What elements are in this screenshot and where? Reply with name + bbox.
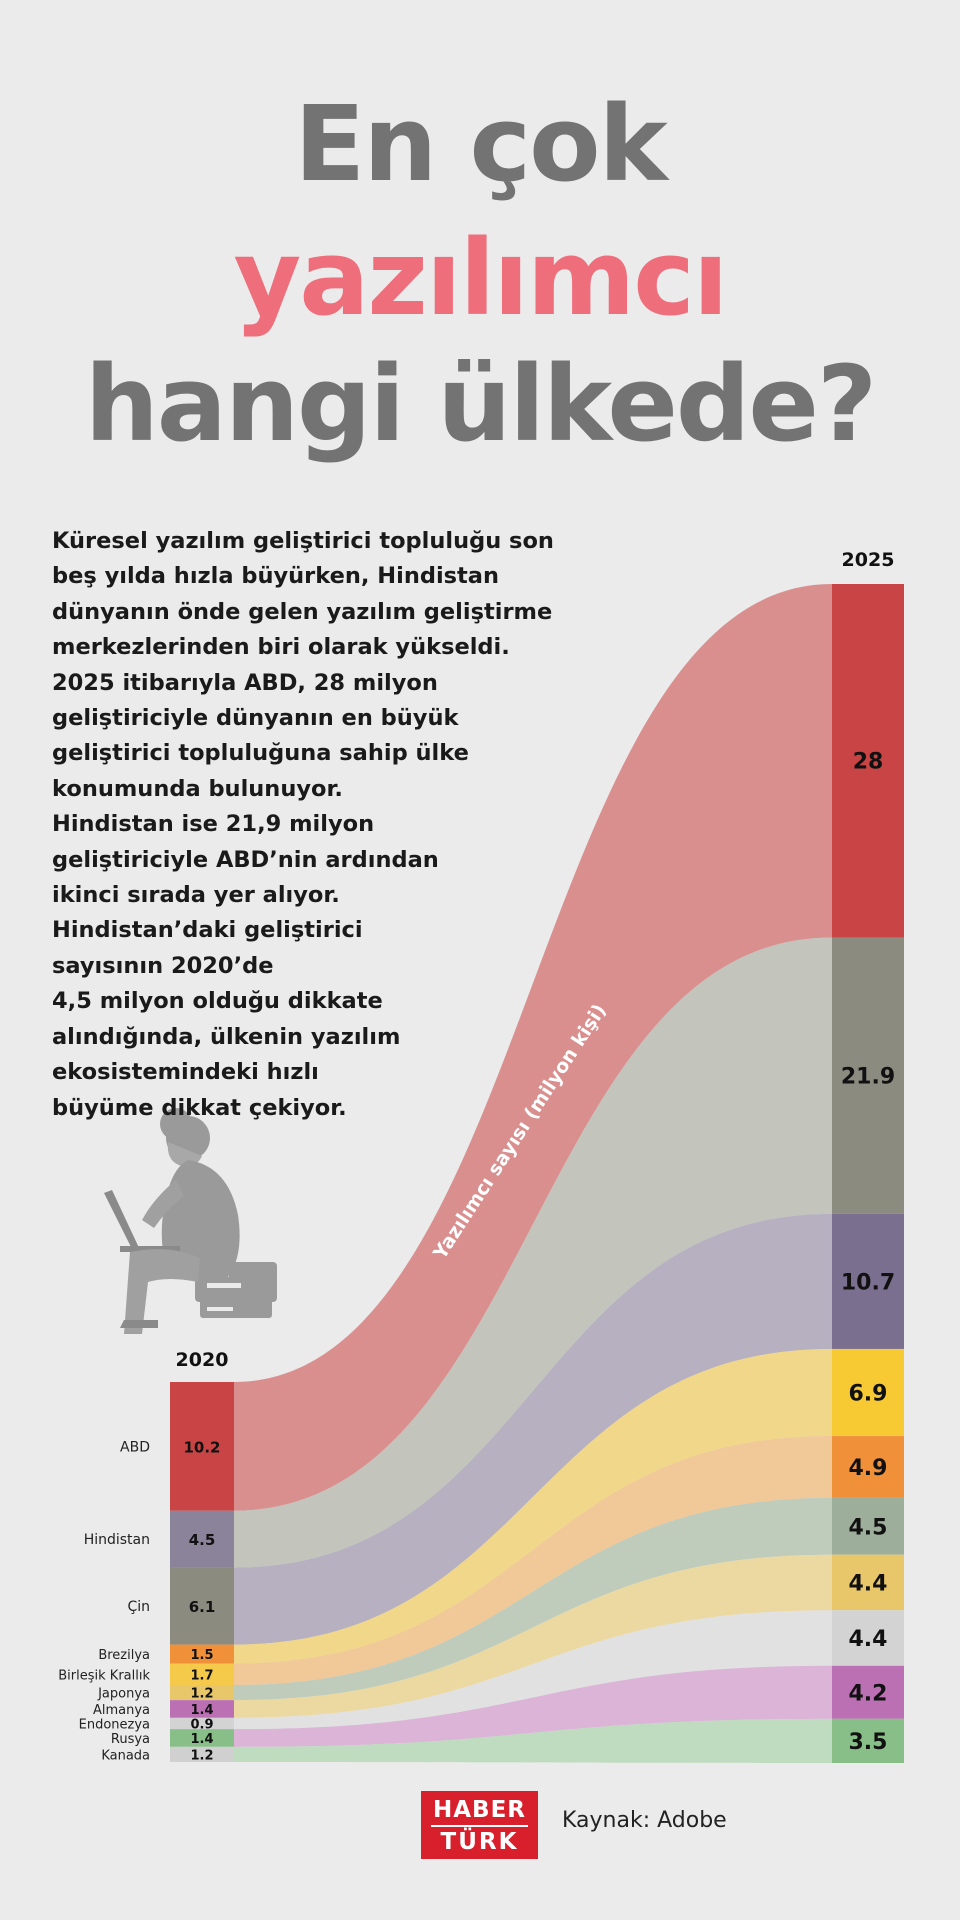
left-bar [170, 1717, 234, 1730]
flow-4 [234, 1436, 832, 1685]
right-bar [832, 937, 904, 1214]
left-bar [170, 1644, 234, 1664]
right-bar [832, 1665, 904, 1719]
description-line: geliştiriciyle ABD’nin ardından [52, 846, 439, 873]
flow-6 [234, 1554, 832, 1718]
haberturk-logo: HABER TÜRK [421, 1791, 538, 1859]
description-line: geliştirici topluluğuna sahip ülke [52, 740, 469, 767]
description-line: sayısının 2020’de [52, 952, 274, 979]
flow-3 [234, 1348, 832, 1664]
description-line: merkezlerinden biri olarak yükseldi. [52, 634, 510, 661]
description-line: Hindistan ise 21,9 milyon [52, 811, 375, 838]
logo-line-1: HABER [432, 1797, 526, 1823]
country-label: Kanada [101, 1748, 150, 1763]
flow-1 [234, 937, 832, 1568]
left-value-label: 0.9 [190, 1717, 213, 1732]
right-bar [832, 1718, 904, 1763]
country-label: ABD [120, 1439, 150, 1455]
left-value-label: 1.4 [190, 1732, 213, 1747]
country-label: Endonezya [79, 1717, 150, 1732]
logo-separator [431, 1825, 528, 1827]
left-value-label: 10.2 [183, 1438, 220, 1456]
left-value-label: 1.2 [190, 1748, 213, 1763]
right-value-label: 4.4 [849, 1627, 888, 1652]
right-bar [832, 1436, 904, 1498]
title-line-2: yazılımcı [233, 217, 728, 339]
right-bar [832, 1348, 904, 1437]
right-value-label: 6.9 [849, 1382, 888, 1407]
right-bar [832, 584, 904, 938]
right-value-label: 3.5 [849, 1730, 888, 1755]
description-line: geliştiriciyle dünyanın en büyük [52, 705, 459, 732]
country-label: Almanya [93, 1703, 150, 1718]
right-value-label: 4.4 [849, 1571, 888, 1596]
left-bar [170, 1684, 234, 1701]
left-bar [170, 1567, 234, 1645]
left-bar [170, 1700, 234, 1718]
flow-8 [234, 1665, 832, 1747]
country-label: Rusya [111, 1732, 150, 1747]
description-line: 4,5 milyon olduğu dikkate [52, 988, 383, 1015]
year-right-label: 2025 [842, 549, 895, 571]
logo-line-2: TÜRK [440, 1829, 519, 1855]
right-bar [832, 1554, 904, 1611]
right-bar [832, 1610, 904, 1666]
description-line: ikinci sırada yer alıyor. [52, 882, 340, 909]
description-line: ekosistemindeki hızlı [52, 1059, 319, 1086]
description-line: alındığında, ülkenin yazılım [52, 1023, 401, 1050]
country-label: Japonya [97, 1687, 150, 1702]
description-text: Küresel yazılım geliştirici topluluğu so… [52, 524, 632, 1126]
description-line: Küresel yazılım geliştirici topluluğu so… [52, 528, 554, 554]
left-value-label: 1.4 [190, 1703, 213, 1718]
country-label: Brezilya [98, 1648, 150, 1663]
description-line: Hindistan’daki geliştirici [52, 917, 363, 944]
description-line: beş yılda hızla büyürken, Hindistan [52, 563, 500, 590]
right-bar [832, 1213, 904, 1349]
description-line: konumunda bulunuyor. [52, 775, 343, 802]
source-text: Kaynak: Adobe [562, 1808, 727, 1833]
person-with-laptop-icon [104, 1108, 277, 1334]
title-line-3: hangi ülkede? [84, 343, 877, 465]
left-bar [170, 1382, 234, 1511]
left-value-label: 4.5 [189, 1531, 216, 1549]
right-value-label: 4.2 [849, 1681, 888, 1706]
left-bar [170, 1729, 234, 1747]
description-line: 2025 itibarıyla ABD, 28 milyon [52, 669, 438, 696]
left-bar [170, 1663, 234, 1685]
country-label: Çin [127, 1599, 150, 1615]
left-value-label: 1.7 [190, 1668, 213, 1683]
right-bar [832, 1497, 904, 1555]
flow-5 [234, 1497, 832, 1701]
flow-2 [234, 1213, 832, 1645]
left-value-label: 1.2 [190, 1687, 213, 1702]
country-label: Birleşik Krallık [58, 1668, 150, 1683]
year-left-label: 2020 [176, 1349, 229, 1371]
flow-9 [234, 1718, 832, 1763]
title-line-1: En çok [294, 83, 668, 205]
right-value-label: 21.9 [841, 1065, 895, 1090]
right-value-label: 4.5 [849, 1515, 888, 1540]
right-value-label: 10.7 [841, 1270, 895, 1295]
description-line: dünyanın önde gelen yazılım geliştirme [52, 598, 553, 625]
right-value-label: 4.9 [849, 1456, 888, 1481]
flow-0 [234, 584, 832, 1511]
flow-7 [234, 1610, 832, 1730]
left-bar [170, 1746, 234, 1762]
right-value-label: 28 [853, 750, 884, 775]
left-value-label: 1.5 [190, 1648, 213, 1663]
left-bar [170, 1510, 234, 1568]
country-label: Hindistan [84, 1532, 150, 1548]
left-value-label: 6.1 [189, 1598, 216, 1616]
description-line: büyüme dikkat çekiyor. [52, 1094, 347, 1121]
